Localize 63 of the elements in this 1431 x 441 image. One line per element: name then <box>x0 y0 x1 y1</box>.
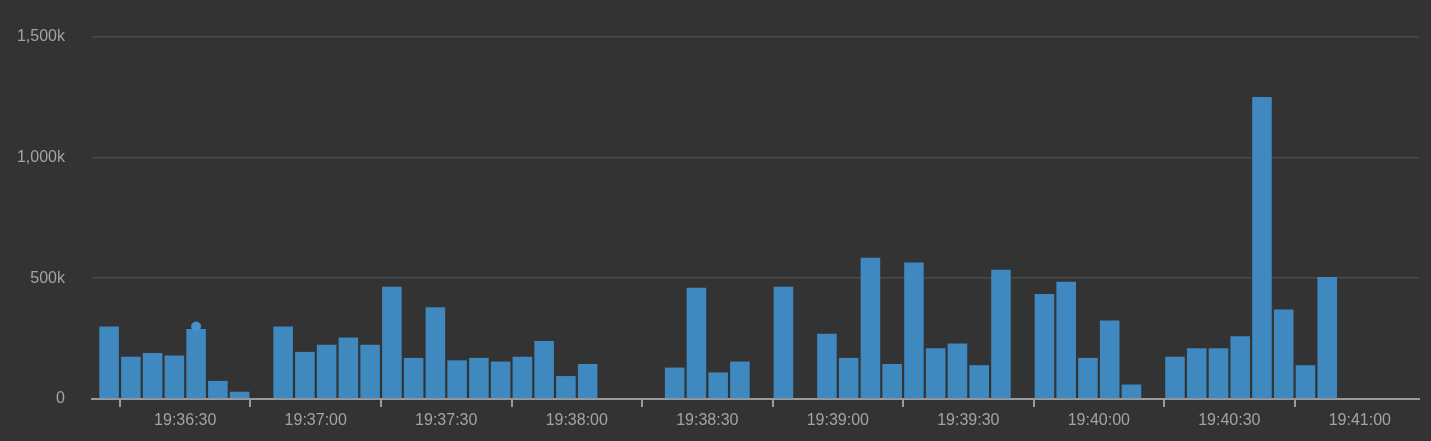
bar <box>991 269 1011 399</box>
bar <box>1099 320 1120 399</box>
bar <box>1034 293 1055 399</box>
x-tick-label: 19:40:00 <box>1067 411 1131 429</box>
bar <box>1121 384 1142 399</box>
bar <box>316 344 337 399</box>
bar <box>664 367 685 399</box>
x-tick-label: 19:36:30 <box>154 411 217 429</box>
bar <box>1295 365 1316 399</box>
bar <box>338 337 359 399</box>
bar <box>1056 281 1076 399</box>
bar <box>1317 276 1338 399</box>
x-tick-label: 19:38:30 <box>676 411 739 429</box>
y-tick-label: 500k <box>30 268 66 286</box>
bar <box>686 287 707 399</box>
bar <box>860 257 881 399</box>
bar <box>447 360 467 399</box>
bar <box>534 341 554 399</box>
y-tick-label: 1,000k <box>16 147 66 165</box>
bar <box>1078 357 1098 399</box>
bar <box>904 262 924 399</box>
x-tick-label: 19:37:30 <box>415 411 478 429</box>
bar <box>1186 348 1207 399</box>
bar <box>1165 356 1185 399</box>
bar <box>817 333 837 399</box>
bar <box>186 328 206 399</box>
bar <box>1252 97 1272 399</box>
bar <box>1208 348 1229 399</box>
bar <box>164 355 185 399</box>
bar <box>273 326 293 399</box>
bar <box>1230 336 1250 399</box>
bar <box>99 326 119 399</box>
bar <box>403 357 424 399</box>
bar <box>121 356 141 399</box>
x-tick-label: 19:40:30 <box>1198 411 1261 429</box>
x-tick-label: 19:38:00 <box>545 411 609 429</box>
bar <box>490 361 511 399</box>
bar <box>708 372 728 399</box>
x-tick-label: 19:41:00 <box>1328 411 1392 429</box>
y-tick-label: 0 <box>56 389 66 407</box>
bar <box>773 286 794 399</box>
bar <box>947 343 968 399</box>
bar <box>838 357 859 399</box>
bar <box>382 286 402 399</box>
bar <box>425 307 446 399</box>
bar <box>360 344 380 399</box>
bar <box>469 357 489 399</box>
bar <box>577 363 598 399</box>
bar <box>142 353 163 399</box>
bar <box>969 365 989 399</box>
bar <box>556 376 576 399</box>
bar <box>925 348 946 399</box>
x-tick-label: 19:39:00 <box>806 411 870 429</box>
x-tick-label: 19:37:00 <box>284 411 347 429</box>
bar <box>295 351 315 399</box>
bar <box>229 391 250 399</box>
bar <box>730 361 750 399</box>
bar <box>208 380 228 399</box>
bar <box>1273 309 1294 399</box>
bar <box>512 356 533 399</box>
x-tick-label: 19:39:30 <box>937 411 1000 429</box>
bar <box>882 363 902 399</box>
y-tick-label: 1,500k <box>16 27 66 45</box>
